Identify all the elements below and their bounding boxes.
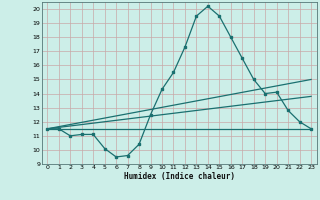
X-axis label: Humidex (Indice chaleur): Humidex (Indice chaleur) <box>124 172 235 181</box>
